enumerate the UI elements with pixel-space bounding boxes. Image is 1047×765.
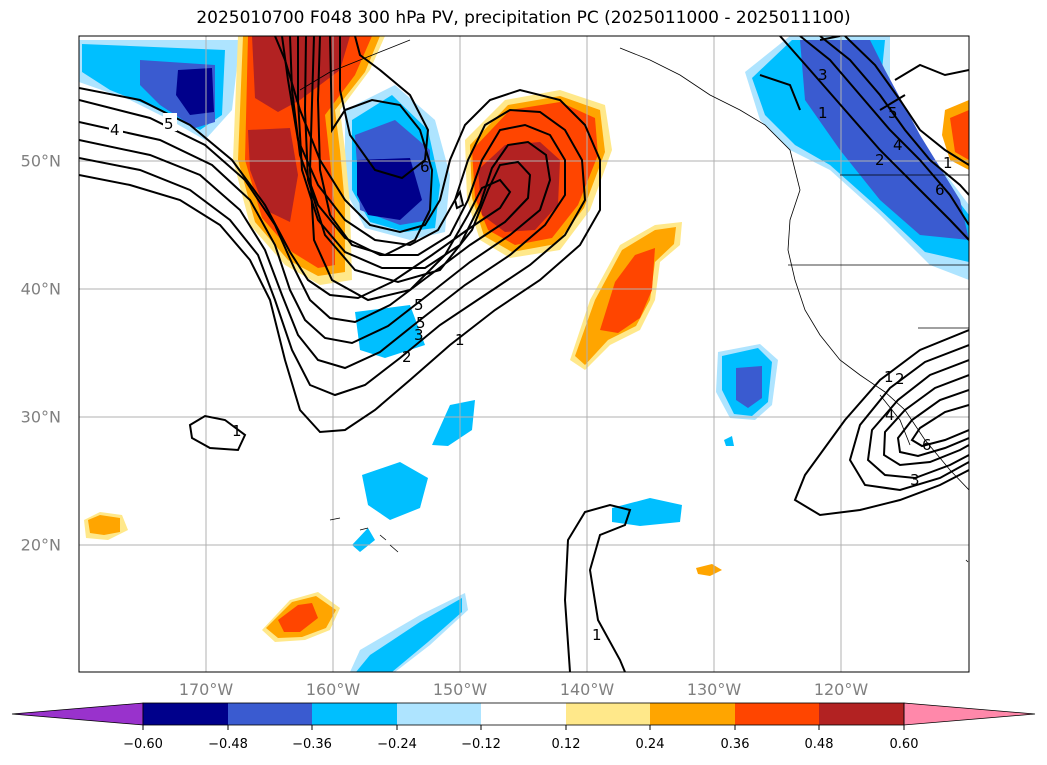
lat-label: 40°N (20, 279, 61, 299)
colorbar-extend-high (903, 702, 1036, 726)
contour-label: 6 (935, 181, 945, 199)
colorbar-tick-label: −0.36 (292, 737, 332, 752)
contour-label: 4 (110, 121, 120, 139)
contour-label: 3 (414, 326, 424, 344)
shading-negative (79, 36, 969, 672)
grid-lines (79, 36, 969, 672)
colorbar-swatch (650, 703, 735, 725)
lon-label: 130°W (686, 680, 742, 699)
lon-label: 170°W (178, 680, 234, 699)
colorbar-swatch (566, 703, 650, 725)
colorbar-tick-label: −0.12 (461, 737, 501, 752)
lon-label: 160°W (305, 680, 361, 699)
contour-label: 5 (416, 314, 426, 332)
colorbar-swatch (819, 703, 904, 725)
contour-label: 4 (885, 406, 895, 424)
contour-label: 1 (943, 154, 953, 172)
contour-label: 3 (818, 66, 828, 84)
contour-label: 1 (592, 626, 602, 644)
map-area: 4 5 5 6 5 3 2 1 1 3 1 5 2 4 6 1 1 2 4 6 … (79, 36, 969, 672)
contour-label: 4 (893, 136, 903, 154)
map-frame (78, 35, 970, 673)
lon-label: 150°W (432, 680, 488, 699)
contour-label: 6 (922, 436, 932, 454)
colorbar-extend-low (11, 702, 144, 726)
pv-contours (79, 36, 969, 672)
contour-label: 2 (402, 348, 412, 366)
lat-label: 50°N (20, 151, 61, 171)
colorbar-swatch (228, 703, 312, 725)
contour-labels: 4 5 5 6 5 3 2 1 1 3 1 5 2 4 6 1 1 2 4 6 … (109, 66, 953, 644)
contour-label: 1 (884, 368, 894, 386)
colorbar-swatch (397, 703, 481, 725)
contour-label: 6 (420, 158, 430, 176)
colorbar-swatch (735, 703, 819, 725)
colorbar-tick-label: 0.48 (804, 737, 834, 752)
lat-label: 20°N (20, 535, 61, 555)
colorbar (11, 702, 1036, 730)
colorbar-swatch (481, 703, 566, 725)
colorbar-swatch (312, 703, 397, 725)
coastlines (299, 39, 969, 563)
colorbar-tick-label: −0.60 (123, 737, 163, 752)
contour-label: 1 (455, 331, 465, 349)
colorbar-tick-label: −0.24 (377, 737, 417, 752)
contour-label: 2 (895, 370, 905, 388)
colorbar-tick-label: 0.36 (720, 737, 750, 752)
contour-label: 2 (875, 151, 885, 169)
colorbar-tick-label: 0.60 (889, 737, 919, 752)
contour-label: 1 (818, 104, 828, 122)
colorbar-tick-label: −0.48 (208, 737, 248, 752)
contour-label: 5 (888, 104, 898, 122)
lon-label: 140°W (559, 680, 615, 699)
colorbar-swatch (143, 703, 228, 725)
contour-label: 5 (164, 115, 174, 133)
colorbar-tick-label: 0.24 (635, 737, 665, 752)
lat-label: 30°N (20, 407, 61, 427)
lon-label: 120°W (813, 680, 869, 699)
contour-label: 1 (232, 422, 242, 440)
contour-label: 5 (414, 296, 424, 314)
contour-label: 3 (910, 471, 920, 489)
colorbar-tick-label: 0.12 (551, 737, 581, 752)
map-title: 2025010700 F048 300 hPa PV, precipitatio… (196, 8, 851, 28)
